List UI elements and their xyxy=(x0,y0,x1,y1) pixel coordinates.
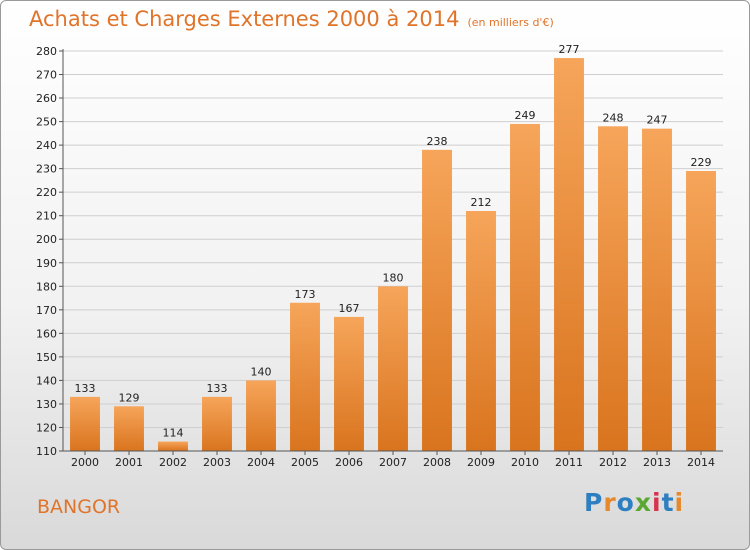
x-tick-label: 2007 xyxy=(379,456,407,469)
y-tick-label: 200 xyxy=(36,233,57,246)
value-label: 167 xyxy=(339,302,360,315)
bar-2001 xyxy=(114,406,144,451)
y-tick-label: 240 xyxy=(36,139,57,152)
value-label: 129 xyxy=(119,391,140,404)
x-tick-label: 2004 xyxy=(247,456,275,469)
value-label: 249 xyxy=(515,109,536,122)
x-tick-label: 2000 xyxy=(71,456,99,469)
y-tick-label: 260 xyxy=(36,92,57,105)
y-tick-label: 280 xyxy=(36,45,57,58)
x-tick-label: 2005 xyxy=(291,456,319,469)
x-tick-label: 2012 xyxy=(599,456,627,469)
bar-2013 xyxy=(642,128,672,451)
logo-letter: o xyxy=(616,488,635,517)
y-tick-label: 190 xyxy=(36,257,57,270)
value-label: 140 xyxy=(251,365,272,378)
bar-2014 xyxy=(686,171,716,451)
value-label: 180 xyxy=(383,271,404,284)
axis-layer: 110 120 130 140 150 160 170 180 190 200 210 220 230 2… xyxy=(36,45,723,469)
chart-title: Achats et Charges Externes 2000 à 2014 (e… xyxy=(29,7,554,31)
y-tick-label: 270 xyxy=(36,69,57,82)
bar-2012 xyxy=(598,126,628,451)
logo-letter: i xyxy=(652,488,662,517)
city-name: BANGOR xyxy=(37,496,121,518)
y-tick-label: 110 xyxy=(36,445,57,458)
y-tick-label: 180 xyxy=(36,280,57,293)
x-tick-label: 2003 xyxy=(203,456,231,469)
y-tick-label: 120 xyxy=(36,421,57,434)
y-tick-label: 220 xyxy=(36,186,57,199)
bar-2002 xyxy=(158,441,188,451)
proxiti-logo: Proxiti xyxy=(584,488,684,517)
x-tick-label: 2001 xyxy=(115,456,143,469)
value-label: 212 xyxy=(471,196,492,209)
x-tick-label: 2011 xyxy=(555,456,583,469)
x-tick-label: 2002 xyxy=(159,456,187,469)
x-tick-label: 2006 xyxy=(335,456,363,469)
bar-2010 xyxy=(510,123,540,452)
logo-letter: t xyxy=(661,488,675,517)
value-label: 114 xyxy=(163,427,184,440)
value-label: 173 xyxy=(295,288,316,301)
logo-letter: P xyxy=(584,488,604,517)
y-tick-label: 150 xyxy=(36,351,57,364)
y-tick-label: 230 xyxy=(36,163,57,176)
y-tick-label: 250 xyxy=(36,116,57,129)
y-tick-label: 160 xyxy=(36,327,57,340)
x-tick-label: 2009 xyxy=(467,456,495,469)
bar-2008 xyxy=(422,149,452,451)
logo-letter: r xyxy=(603,488,617,517)
x-tick-label: 2013 xyxy=(643,456,671,469)
value-label: 248 xyxy=(603,111,624,124)
bar-2003 xyxy=(202,396,232,451)
y-tick-label: 140 xyxy=(36,374,57,387)
bar-2011 xyxy=(554,58,584,451)
value-label: 277 xyxy=(559,43,580,56)
x-tick-label: 2008 xyxy=(423,456,451,469)
bar-2007 xyxy=(378,286,408,451)
bar-layer: 133 129 114 133 140 173 167 180 238 212 249 277 248 2… xyxy=(70,43,716,452)
x-tick-label: 2014 xyxy=(687,456,715,469)
y-tick-label: 210 xyxy=(36,210,57,223)
bar-2006 xyxy=(334,316,364,451)
bar-2004 xyxy=(246,380,276,451)
x-tick-label: 2010 xyxy=(511,456,539,469)
bar-2005 xyxy=(290,302,320,451)
logo-letter: x xyxy=(634,488,652,517)
chart-subtitle: (en milliers d'€) xyxy=(467,16,554,29)
y-tick-label: 170 xyxy=(36,304,57,317)
value-label: 238 xyxy=(427,135,448,148)
value-label: 133 xyxy=(75,382,96,395)
value-label: 247 xyxy=(647,114,668,127)
chart-title-text: Achats et Charges Externes 2000 à 2014 xyxy=(29,7,460,31)
y-tick-label: 130 xyxy=(36,398,57,411)
logo-letter: i xyxy=(674,488,685,517)
bar-2009 xyxy=(466,211,496,451)
value-label: 133 xyxy=(207,382,228,395)
bar-2000 xyxy=(70,396,100,451)
value-label: 229 xyxy=(691,156,712,169)
